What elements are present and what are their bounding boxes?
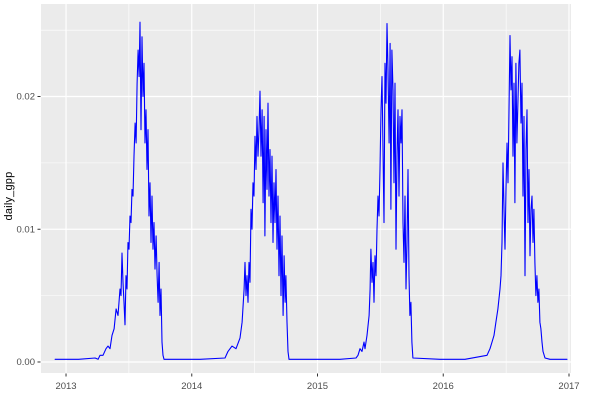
- x-tick-label: 2014: [181, 381, 202, 392]
- x-tick-label: 2017: [558, 381, 579, 392]
- y-tick-label: 0.00: [17, 357, 36, 368]
- plot-panel: [41, 4, 571, 373]
- x-tick-label: 2016: [433, 381, 454, 392]
- x-tick-label: 2015: [307, 381, 328, 392]
- x-tick-label: 2013: [55, 381, 76, 392]
- y-tick-label: 0.01: [17, 224, 36, 235]
- y-axis-title: daily_gpp: [3, 171, 15, 221]
- y-tick-label: 0.02: [17, 92, 36, 103]
- gpp-data-line: [54, 21, 568, 360]
